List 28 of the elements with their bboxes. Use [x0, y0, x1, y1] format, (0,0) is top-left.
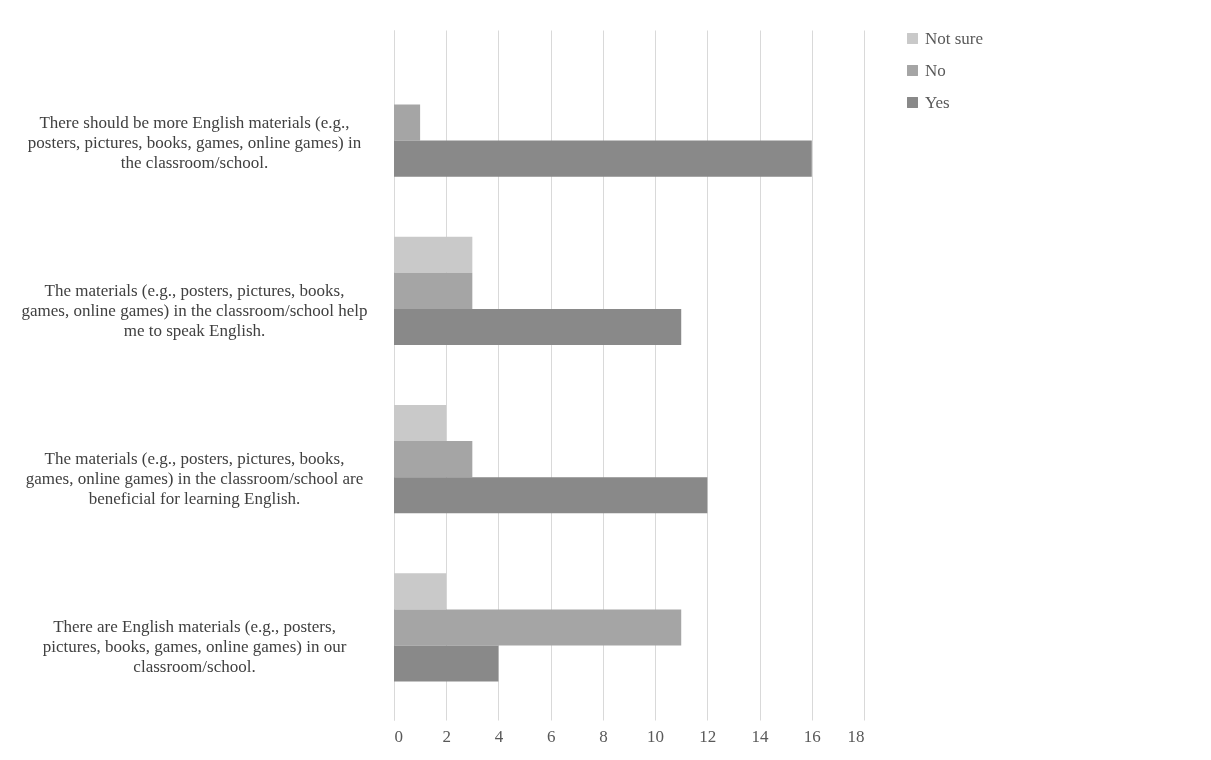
y-tick-label: The materials (e.g., posters, pictures, books, games, online games) in the classroom/school help me to speak English. [21, 280, 368, 340]
x-tick-label: 18 [847, 726, 865, 746]
bar [394, 573, 447, 610]
bar [394, 405, 447, 442]
x-tick-label: 14 [751, 726, 770, 746]
legend-label: Yes [925, 92, 950, 112]
x-tick-label: 0 [394, 726, 403, 746]
legend-label: No [925, 60, 946, 80]
x-tick-label: 10 [647, 726, 665, 746]
x-tick-label: 2 [442, 726, 451, 746]
bar [394, 272, 473, 309]
x-tick-label: 8 [599, 726, 608, 746]
x-tick-label: 4 [494, 726, 504, 746]
x-tick-label: 6 [546, 726, 556, 746]
y-tick-label: The materials (e.g., posters, pictures, books, games, online games) in the classroom/school are beneficial for learning English. [25, 449, 364, 509]
bar [394, 477, 708, 514]
bar [394, 645, 499, 682]
x-tick-label: 12 [699, 726, 717, 746]
y-tick-label: There should be more English materials (e.g., posters, pictures, books, games, online games) in the classroom/school. [27, 112, 362, 172]
bar [394, 308, 682, 345]
bar [394, 140, 812, 177]
x-tick-label: 16 [803, 726, 821, 746]
bar [394, 236, 473, 273]
bar [394, 609, 682, 646]
legend-label: Not sure [925, 28, 984, 48]
y-tick-label: There are English materials (e.g., posters, pictures, books, games, online games) in our classroom/school. [42, 617, 347, 677]
bar [394, 104, 421, 141]
bar [394, 441, 473, 478]
